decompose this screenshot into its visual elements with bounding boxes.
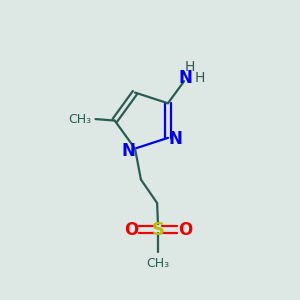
Text: CH₃: CH₃ xyxy=(68,112,91,126)
Text: H: H xyxy=(184,60,195,74)
Text: CH₃: CH₃ xyxy=(146,257,170,270)
Text: N: N xyxy=(178,69,192,87)
Text: N: N xyxy=(121,142,135,160)
Text: S: S xyxy=(152,220,164,238)
Text: O: O xyxy=(178,220,192,238)
Text: O: O xyxy=(124,220,138,238)
Text: N: N xyxy=(169,130,182,148)
Text: H: H xyxy=(195,71,205,85)
